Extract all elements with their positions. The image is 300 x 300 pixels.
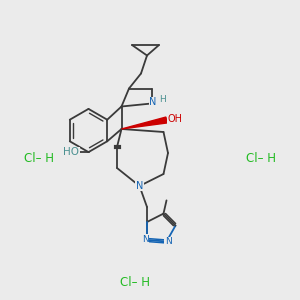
Polygon shape (122, 117, 167, 129)
Text: Cl– H: Cl– H (246, 152, 276, 166)
Text: H: H (160, 95, 166, 104)
Text: Cl– H: Cl– H (120, 275, 150, 289)
Text: N: N (165, 237, 171, 246)
Text: HO: HO (63, 147, 80, 157)
Text: Cl– H: Cl– H (24, 152, 54, 166)
Text: N: N (136, 181, 143, 191)
Text: N: N (149, 97, 157, 107)
Text: OH: OH (167, 114, 182, 124)
Text: N: N (142, 235, 149, 244)
